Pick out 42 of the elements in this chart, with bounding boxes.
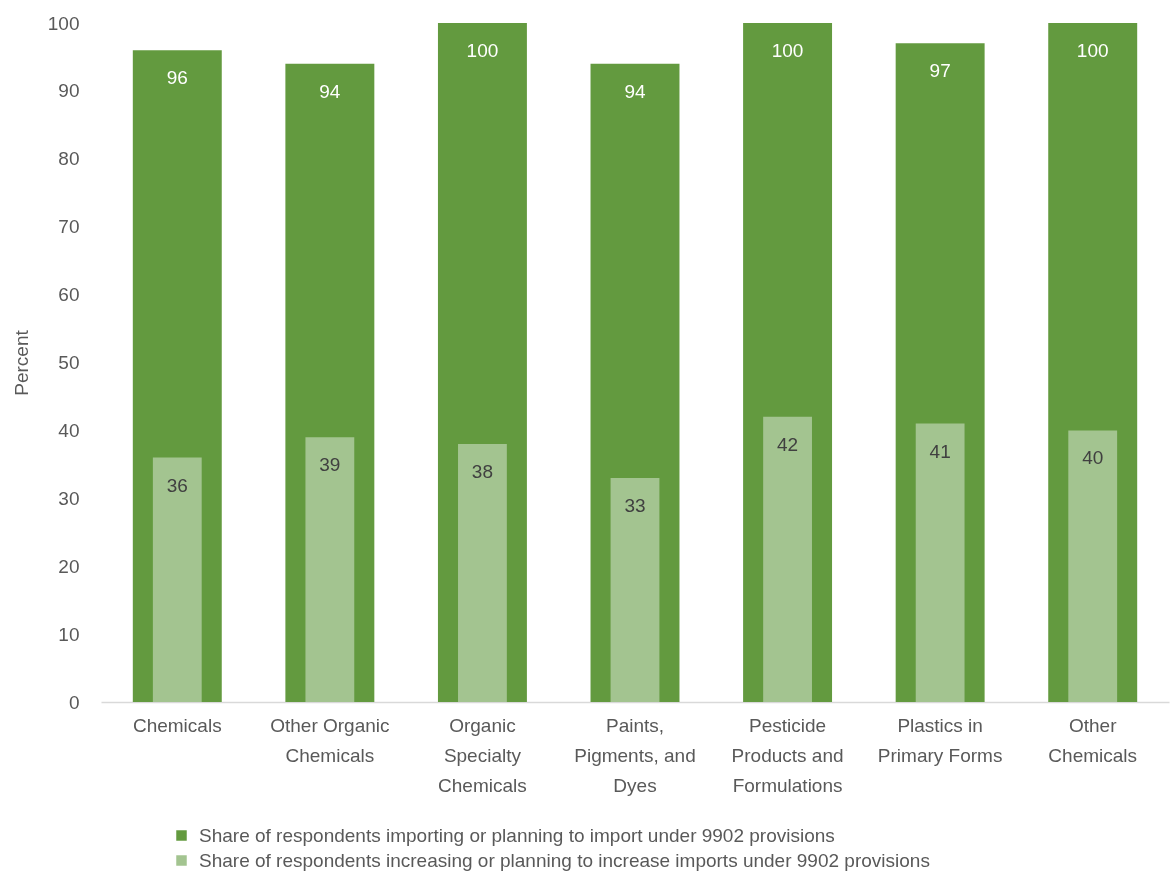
- x-tick-label: Pesticide Products and Formulations: [731, 714, 844, 796]
- data-label: 33: [624, 494, 646, 516]
- y-tick-label: 0: [68, 691, 80, 713]
- data-label: 40: [1082, 447, 1104, 469]
- data-label: 97: [929, 60, 951, 82]
- y-tick-label: 20: [58, 555, 80, 577]
- bar: [763, 416, 812, 702]
- data-label: 100: [771, 40, 804, 61]
- data-label: 100: [466, 40, 499, 61]
- y-axis-title: Percent: [10, 329, 32, 396]
- x-tick-label: Paints, Pigments, and Dyes: [574, 714, 696, 796]
- x-tick-label: Other Organic Chemicals: [270, 714, 390, 766]
- legend-label: Share of respondents importing or planning to import under 9902 provisions: [199, 824, 835, 846]
- data-label: 94: [624, 80, 646, 102]
- x-tick-label: Plastics in Primary Forms: [877, 714, 1003, 766]
- bar: [1068, 430, 1118, 702]
- bar: [610, 477, 660, 702]
- bar: [458, 443, 507, 702]
- data-label: 39: [319, 454, 341, 476]
- bar: [915, 423, 965, 702]
- y-tick-label: 70: [58, 216, 80, 238]
- y-tick-label: 30: [58, 487, 80, 509]
- y-tick-label: 10: [58, 623, 80, 645]
- x-tick-label: Other Chemicals: [1048, 714, 1138, 766]
- data-label: 36: [166, 474, 188, 496]
- y-tick-label: 50: [58, 352, 80, 373]
- bar: [152, 457, 202, 702]
- legend-label: Share of respondents increasing or planning to increase imports under 9902 provisions: [199, 849, 930, 871]
- data-label: 94: [319, 80, 341, 102]
- x-tick-label: Organic Specialty Chemicals: [438, 714, 527, 796]
- y-tick-label: 90: [58, 80, 80, 102]
- y-tick-label: 60: [58, 284, 80, 306]
- x-tick-label: Chemicals: [132, 714, 222, 736]
- bar: [305, 437, 355, 702]
- y-tick-label: 100: [47, 12, 80, 34]
- data-label: 38: [471, 460, 493, 482]
- data-label: 42: [777, 433, 799, 455]
- data-label: 100: [1076, 40, 1109, 61]
- data-label: 41: [929, 440, 951, 462]
- y-tick-label: 80: [58, 148, 80, 170]
- data-label: 96: [166, 67, 188, 89]
- y-tick-label: 40: [58, 419, 80, 441]
